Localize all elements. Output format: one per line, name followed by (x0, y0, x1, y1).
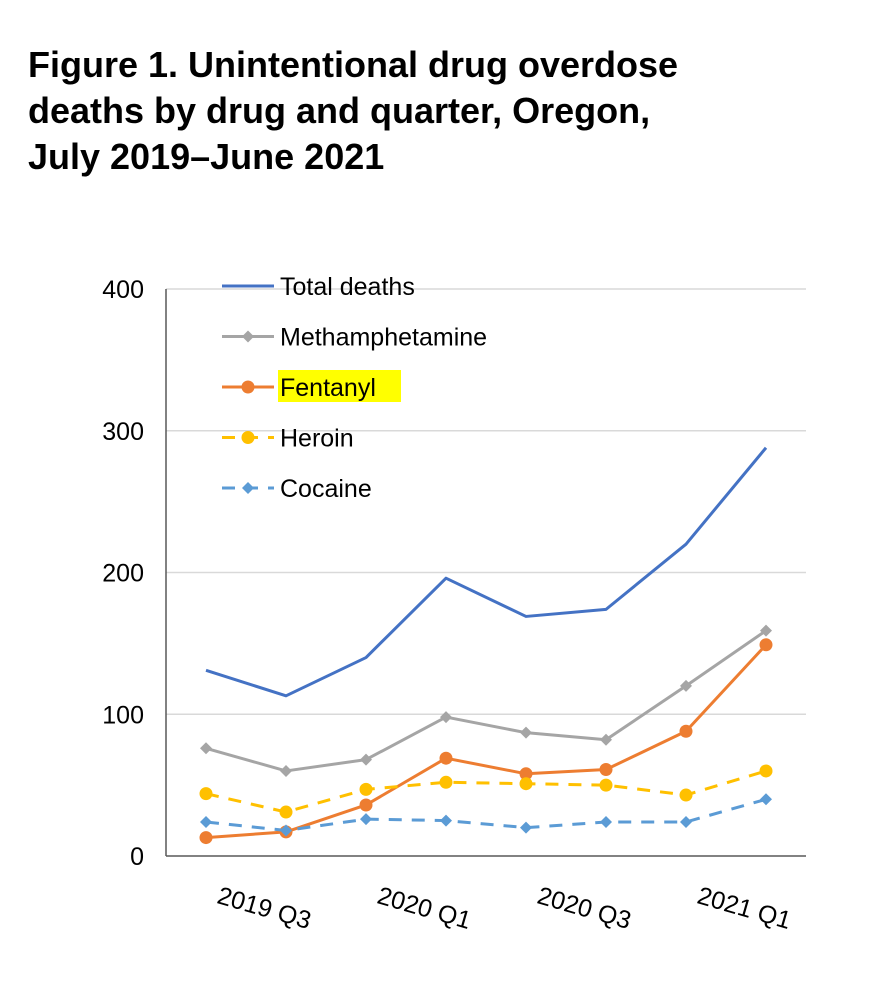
point-heroin-2019-q3 (199, 787, 213, 801)
point-fentanyl-2020-q1 (359, 798, 373, 812)
legend-label-total-deaths: Total deaths (280, 273, 415, 301)
point-methamphetamine-2020-q2 (440, 711, 452, 724)
line-total-deaths (205, 446, 768, 698)
chart-title-line-2: deaths by drug and quarter, Oregon, (28, 90, 651, 131)
legend-item-cocaine: Cocaine (222, 475, 372, 503)
point-methamphetamine-2021-q1 (680, 679, 692, 692)
series-cocaine (200, 793, 772, 837)
point-heroin-2020-q4 (599, 778, 613, 792)
point-cocaine-2021-q1 (680, 815, 692, 828)
point-cocaine-2020-q2 (440, 814, 452, 827)
legend-highlight-fentanyl (278, 370, 401, 402)
point-fentanyl-2020-q2 (439, 751, 453, 765)
point-fentanyl-2021-q1 (679, 724, 693, 738)
point-heroin-2020-q1 (359, 782, 373, 796)
point-methamphetamine-2020-q4 (600, 733, 612, 746)
legend: Total deaths Methamphetamine Fentanyl Heroi… (222, 273, 487, 503)
point-fentanyl-2021-q2 (759, 638, 773, 652)
line-cocaine (205, 797, 767, 832)
y-tick-label-0: 0 (130, 843, 144, 871)
point-cocaine-2019-q3 (200, 815, 212, 828)
point-methamphetamine-2020-q3 (520, 726, 532, 739)
legend-label-cocaine: Cocaine (280, 475, 372, 503)
gridlines (166, 288, 806, 715)
point-methamphetamine-2019-q3 (200, 742, 212, 755)
y-tick-label-100: 100 (102, 701, 144, 729)
point-cocaine-2020-q4 (600, 815, 612, 828)
legend-marker-cocaine (242, 482, 254, 494)
x-tick-label-2020-q1: 2020 Q1 (374, 882, 474, 935)
x-tick-label-2019-q3: 2019 Q3 (214, 882, 314, 935)
legend-item-total-deaths: Total deaths (222, 273, 415, 301)
point-cocaine-2020-q3 (520, 821, 532, 834)
point-fentanyl-2019-q3 (199, 831, 213, 845)
point-heroin-2020-q3 (519, 777, 533, 791)
point-methamphetamine-2020-q1 (360, 753, 372, 766)
x-tick-label-2021-q1: 2021 Q1 (694, 882, 794, 935)
legend-item-fentanyl: Fentanyl (222, 370, 401, 402)
series-methamphetamine (200, 624, 772, 777)
point-heroin-2021-q2 (759, 764, 773, 778)
line-methamphetamine (205, 629, 767, 773)
series-layer (199, 446, 773, 845)
y-tick-label-300: 300 (102, 418, 144, 446)
legend-marker-fentanyl (241, 380, 255, 394)
point-fentanyl-2020-q4 (599, 763, 613, 777)
series-heroin (199, 764, 773, 819)
series-total-deaths (205, 446, 768, 698)
chart-title: Figure 1. Unintentional drug overdose de… (28, 42, 848, 180)
legend-item-methamphetamine: Methamphetamine (222, 324, 487, 352)
point-fentanyl-2020-q3 (519, 767, 533, 781)
point-heroin-2021-q1 (679, 788, 693, 802)
point-cocaine-2020-q1 (360, 813, 372, 826)
legend-marker-methamphetamine (242, 330, 254, 343)
legend-marker-heroin (241, 431, 255, 444)
x-tick-label-2020-q3: 2020 Q3 (534, 882, 634, 935)
point-cocaine-2021-q2 (760, 793, 772, 806)
chart-title-line-1: Figure 1. Unintentional drug overdose (28, 44, 679, 85)
y-tick-label-400: 400 (102, 276, 144, 304)
legend-item-heroin: Heroin (222, 425, 354, 453)
legend-label-methamphetamine: Methamphetamine (280, 324, 487, 352)
chart-title-line-3: July 2019–June 2021 (28, 136, 385, 177)
point-heroin-2019-q4 (279, 805, 293, 819)
point-heroin-2020-q2 (439, 775, 453, 789)
legend-label-heroin: Heroin (280, 425, 354, 453)
point-methamphetamine-2021-q2 (760, 624, 772, 637)
line-heroin (205, 769, 767, 814)
point-methamphetamine-2019-q4 (280, 764, 292, 777)
y-tick-label-200: 200 (102, 560, 144, 588)
point-cocaine-2019-q4 (280, 824, 292, 837)
legend-label-fentanyl: Fentanyl (280, 374, 376, 402)
